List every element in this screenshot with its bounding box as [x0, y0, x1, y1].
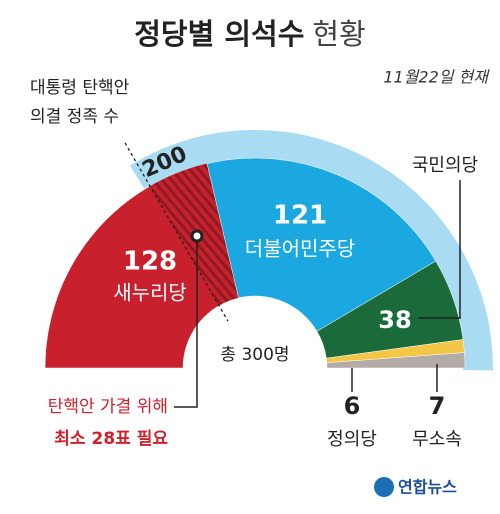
- note: 탄핵안 가결 위해: [48, 397, 168, 417]
- threshold-band: [129, 130, 494, 371]
- value-label: 121: [273, 201, 327, 231]
- source: 연합뉴스: [398, 478, 457, 497]
- category-label: 더불어민주당: [245, 237, 355, 261]
- category-label: 새누리당: [113, 281, 187, 305]
- total-label: 총 300명: [220, 345, 289, 365]
- value-label: 7: [429, 392, 446, 420]
- title-bold: 정당별 의석수: [134, 17, 304, 51]
- category-label: 국민의당: [412, 155, 478, 176]
- logo: 연합뉴스: [374, 477, 457, 497]
- chart-title: 정당별 의석수 현황: [134, 17, 366, 51]
- category-label: 무소속: [412, 429, 462, 450]
- threshold-line: [124, 142, 229, 322]
- threshold-label: 대통령 탄핵안: [30, 78, 130, 98]
- threshold-label: 의결 정족 수: [30, 107, 119, 127]
- title-light: 현황: [312, 17, 365, 51]
- note: 최소 28표 필요: [54, 429, 168, 449]
- leader-line: [418, 180, 461, 319]
- value-label: 128: [123, 247, 177, 277]
- segment: [206, 157, 437, 332]
- category-label: 정의당: [327, 429, 377, 450]
- leader-line: [174, 236, 198, 408]
- marker-dot: [190, 229, 204, 243]
- date: 11월22일 현재: [383, 68, 490, 87]
- value-label: 6: [344, 392, 361, 420]
- segment: [326, 352, 466, 369]
- value-label: 38: [378, 306, 411, 334]
